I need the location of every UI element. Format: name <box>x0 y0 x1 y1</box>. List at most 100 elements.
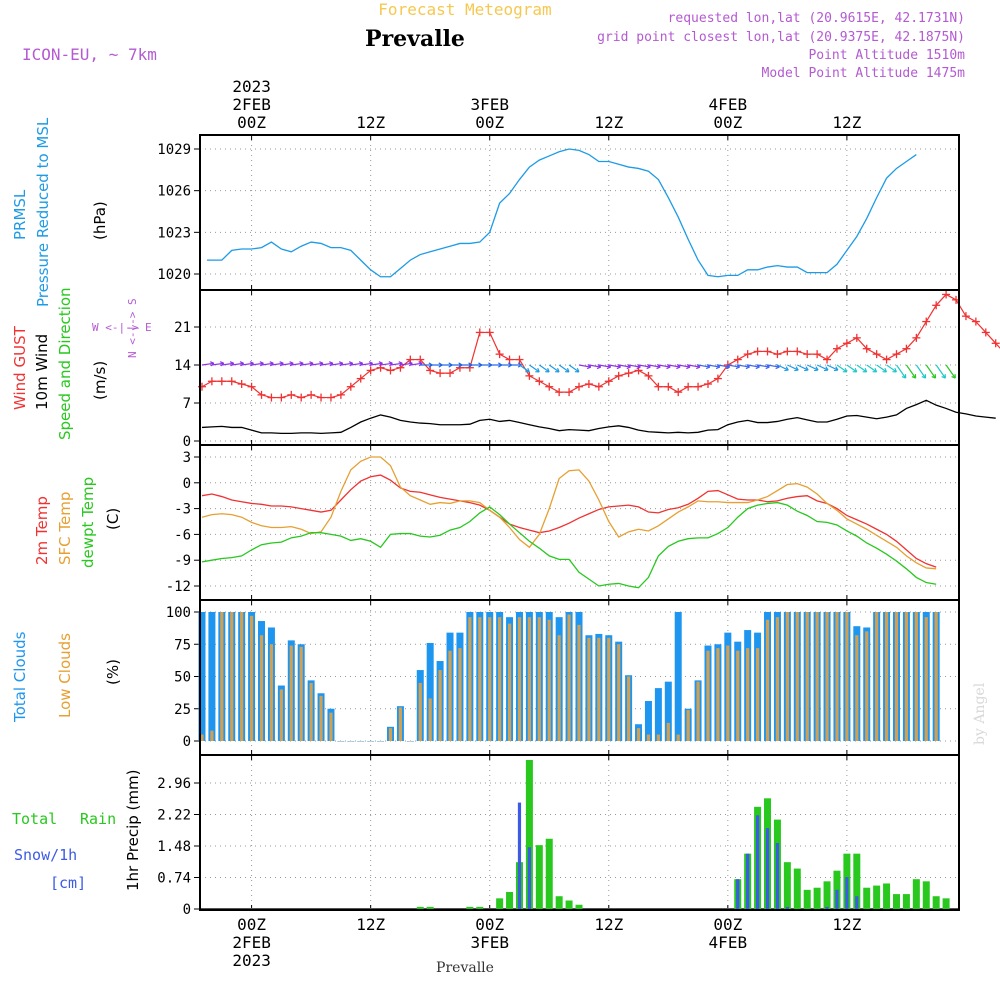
gust-marker <box>326 393 335 402</box>
rain-bar <box>803 889 811 909</box>
wind-arrow-head <box>862 367 868 373</box>
wind-arrow-head <box>535 367 540 373</box>
top-axis-date: 3FEB <box>470 95 509 114</box>
low-cloud-bar <box>914 612 918 741</box>
gust-marker <box>386 366 395 375</box>
pressure-line <box>206 148 917 278</box>
wind-label-3: Speed and Direction <box>56 287 74 440</box>
y-tick-label: 1026 <box>157 184 191 200</box>
low-cloud-bar <box>478 617 482 741</box>
bottom-axis-hour: 00Z <box>713 915 742 934</box>
low-cloud-bar <box>388 728 393 741</box>
gust-marker <box>932 301 941 310</box>
pressure-panel: PRMSL Pressure Reduced to MSL (hPa) 1020… <box>11 117 960 307</box>
low-cloud-bar <box>567 614 571 741</box>
rain-bar <box>883 883 891 909</box>
wind-direction-arrow <box>678 364 691 368</box>
gust-marker <box>793 347 802 356</box>
wind-direction-arrow <box>935 364 946 379</box>
cloud-unit: (%) <box>104 659 122 685</box>
low-cloud-bar <box>904 612 909 741</box>
wind-direction-arrow <box>658 364 671 368</box>
grid-point-coords: grid point closest lon,lat (20.9375E, 42… <box>597 30 965 45</box>
location-title: Prevalle <box>365 26 465 52</box>
precip-unit: 1hr Precip (mm) <box>124 770 142 891</box>
low-cloud-bar <box>557 635 561 741</box>
wind-direction-arrow <box>231 362 244 366</box>
rain-bar <box>853 853 861 909</box>
low-cloud-bar <box>587 637 591 741</box>
wind-direction-arrow <box>688 364 701 368</box>
panel-frame <box>199 754 960 911</box>
wind-direction-arrow <box>291 362 304 366</box>
wind-arrow-head <box>745 363 750 370</box>
rain-bar <box>416 906 424 909</box>
rain-bar <box>892 894 900 909</box>
wind-direction-arrow <box>797 364 809 371</box>
wind-direction-arrow <box>896 364 907 379</box>
wind-direction-arrow <box>806 364 819 371</box>
low-cloud-bar <box>418 682 422 741</box>
y-tick-label: 3 <box>183 450 191 466</box>
total-cloud-bar <box>654 688 662 741</box>
low-cloud-bar <box>746 648 750 741</box>
total-cloud-bar <box>644 701 652 741</box>
wind-direction-arrow <box>281 362 294 366</box>
panel-frame <box>199 134 960 291</box>
wind-direction-arrow <box>251 362 264 366</box>
precip-label-total: Total <box>12 810 57 828</box>
rain-bar <box>813 887 821 909</box>
wind-arrow-head <box>735 363 741 370</box>
gust-marker <box>912 333 921 342</box>
rain-bar <box>535 845 543 909</box>
rain-bar <box>575 904 583 909</box>
gust-marker <box>257 390 266 399</box>
wind-arrow-head <box>784 366 789 372</box>
y-tick-label: -3 <box>174 502 191 518</box>
gust-marker <box>565 388 574 397</box>
wind-arrow-head <box>842 367 848 373</box>
wind-direction-arrow <box>410 362 423 366</box>
wind-arrow-head <box>545 367 550 373</box>
gust-marker <box>575 382 584 391</box>
low-cloud-bar <box>805 612 809 741</box>
snow-bar <box>765 828 770 909</box>
low-cloud-bar <box>309 682 313 741</box>
low-cloud-bar <box>924 617 928 741</box>
y-tick-label: -6 <box>174 527 191 543</box>
wind-panel: Wind GUST 10m Wind Speed and Direction (… <box>11 287 1000 450</box>
gust-marker <box>624 369 633 378</box>
low-cloud-bar <box>240 612 244 741</box>
wind-arrow-head <box>705 363 711 370</box>
rain-bar <box>922 881 930 909</box>
wind-direction-arrow <box>886 364 897 373</box>
clouds-panel: Total Clouds Low Clouds (%) by Angel 0 25… <box>11 599 988 756</box>
snow-bar <box>746 853 750 909</box>
snow-bar <box>527 847 531 909</box>
low-cloud-bar <box>875 612 879 741</box>
y-tick-label: 7 <box>183 396 191 412</box>
gust-marker <box>753 347 762 356</box>
gust-marker <box>743 350 752 359</box>
panel-frame <box>199 289 960 446</box>
wind-direction-arrow <box>707 364 720 368</box>
y-tick-label: 0 <box>183 434 191 450</box>
gust-marker <box>674 388 683 397</box>
bottom-axis-hour: 00Z <box>475 915 504 934</box>
wind-direction-arrow <box>697 364 710 368</box>
low-cloud-bar <box>666 722 670 741</box>
wind-direction-arrow <box>400 362 413 366</box>
cloud-label-1: Total Clouds <box>11 631 29 723</box>
top-axis-hour: 12Z <box>594 113 623 132</box>
gust-marker <box>942 290 951 299</box>
watermark: by Angel <box>972 682 988 745</box>
wind-arrow-head <box>596 363 602 370</box>
wind-arrow-head <box>941 374 946 379</box>
wind-arrow-head <box>564 367 570 373</box>
wind-arrow-head <box>606 363 612 370</box>
wind-arrow-head <box>636 363 641 370</box>
wind-direction-arrow <box>628 364 641 368</box>
gust-marker <box>267 393 276 402</box>
